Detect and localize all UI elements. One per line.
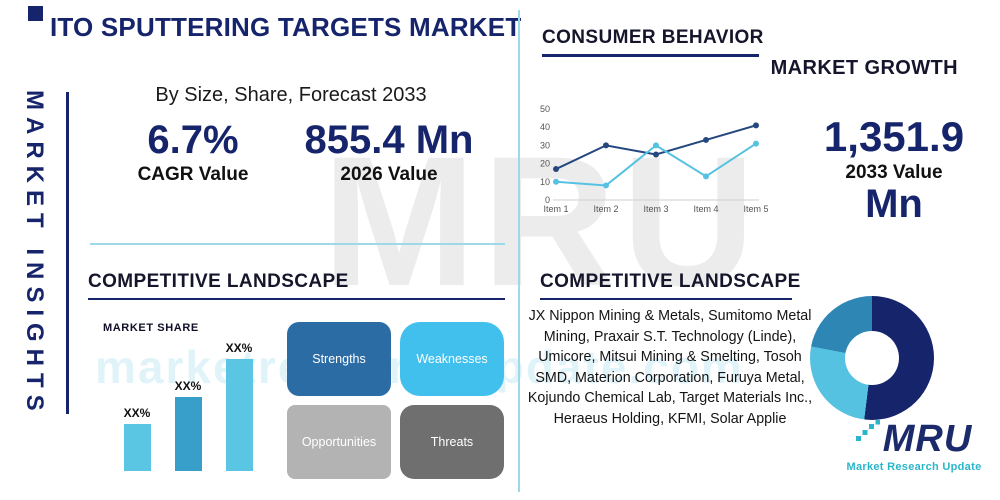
- svg-text:20: 20: [540, 159, 550, 169]
- mru-logo-text: MRU: [882, 418, 973, 460]
- vertical-rule: [66, 92, 69, 414]
- svg-text:Item 1: Item 1: [543, 204, 568, 214]
- swot-opportunities-tile: Opportunities: [287, 405, 391, 479]
- bar-value-label: XX%: [123, 406, 151, 420]
- value-2033-block: 1,351.9 2033 Value Mn: [800, 113, 988, 226]
- bar: [123, 424, 151, 471]
- column-divider: [518, 10, 520, 492]
- companies-list: JX Nippon Mining & Metals, Sumitomo Meta…: [527, 308, 813, 427]
- competitive-landscape-left-underline: [88, 298, 505, 300]
- swot-grid: Strengths Weaknesses Opportunities Threa…: [287, 322, 504, 479]
- bar: [174, 397, 202, 471]
- market-growth-chart-svg: 0 10 20 30 40 50 Item 1 Item 2 Item 3 Item 4 Item …: [540, 104, 769, 214]
- mru-logo-row: MRU: [833, 420, 995, 458]
- svg-text:Item 4: Item 4: [693, 204, 718, 214]
- bar-column: XX%: [174, 379, 202, 471]
- company-share-donut-chart: [810, 296, 934, 420]
- value-2033-number: 1,351.9: [823, 113, 965, 160]
- svg-text:10: 10: [540, 177, 550, 187]
- svg-text:50: 50: [540, 104, 550, 114]
- svg-text:Item 2: Item 2: [593, 204, 618, 214]
- value-2033-unit: Mn: [865, 182, 923, 226]
- mru-logo-chart-icon: [855, 420, 880, 441]
- forecast-subtitle: By Size, Share, Forecast 2033: [155, 84, 427, 106]
- cagr-stat: 6.7% CAGR Value: [95, 118, 291, 186]
- watermark-mru-text: MRU: [322, 119, 762, 325]
- svg-text:Item 3: Item 3: [643, 204, 668, 214]
- consumer-behavior-heading: CONSUMER BEHAVIOR: [542, 27, 764, 48]
- value-2026-stat: 855.4 Mn 2026 Value: [291, 118, 487, 186]
- market-growth-chart: 0 10 20 30 40 50 Item 1 Item 2 Item 3 Item 4 Item …: [528, 104, 769, 216]
- mru-logo-subtitle: Market Research Update: [846, 461, 982, 473]
- market-share-bar-chart: XX% XX% XX%: [102, 338, 274, 471]
- competitive-landscape-right-heading: COMPETITIVE LANDSCAPE: [540, 271, 801, 292]
- svg-text:0: 0: [545, 195, 550, 205]
- value-2026: 855.4 Mn: [304, 118, 474, 162]
- cagr-label: CAGR Value: [137, 164, 249, 185]
- svg-text:30: 30: [540, 140, 550, 150]
- page-title: ITO SPUTTERING TARGETS MARKET: [50, 12, 522, 42]
- market-growth-heading: MARKET GROWTH: [770, 57, 958, 79]
- cagr-value: 6.7%: [147, 118, 239, 162]
- market-share-label: MARKET SHARE: [103, 322, 199, 334]
- bar-column: XX%: [225, 341, 253, 471]
- label-2033: 2033 Value: [845, 162, 943, 183]
- mru-logo: MRU Market Research Update: [833, 420, 995, 473]
- svg-text:40: 40: [540, 122, 550, 132]
- svg-text:Item 5: Item 5: [743, 204, 768, 214]
- market-insights-vertical-label: MARKET INSIGHTS: [21, 90, 48, 418]
- consumer-behavior-underline: [542, 54, 759, 57]
- bar-column: XX%: [123, 406, 151, 471]
- swot-threats-tile: Threats: [400, 405, 504, 479]
- competitive-landscape-left-heading: COMPETITIVE LANDSCAPE: [88, 271, 349, 292]
- bar-value-label: XX%: [225, 341, 253, 355]
- bar-value-label: XX%: [174, 379, 202, 393]
- bar: [225, 359, 253, 471]
- donut-hole: [845, 331, 899, 385]
- swot-weaknesses-tile: Weaknesses: [400, 322, 504, 396]
- stats-row: 6.7% CAGR Value 855.4 Mn 2026 Value: [95, 118, 487, 186]
- swot-strengths-tile: Strengths: [287, 322, 391, 396]
- competitive-landscape-right-underline: [540, 298, 792, 300]
- label-2026: 2026 Value: [340, 164, 438, 185]
- corner-accent-square: [28, 6, 43, 21]
- left-horizontal-divider: [90, 243, 505, 245]
